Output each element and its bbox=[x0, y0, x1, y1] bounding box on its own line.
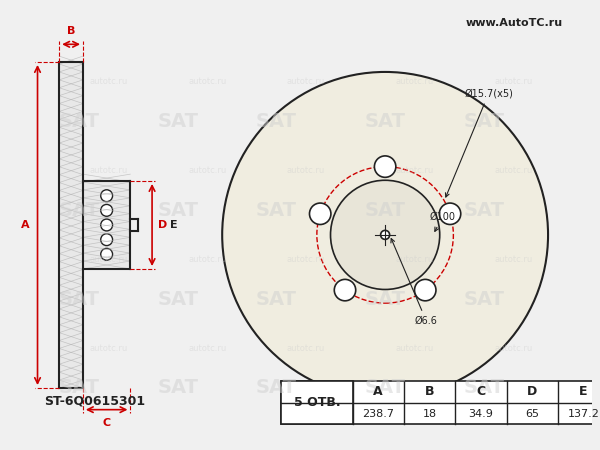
Text: autotc.ru: autotc.ru bbox=[287, 166, 325, 175]
Text: SAT: SAT bbox=[157, 289, 198, 309]
Text: autotc.ru: autotc.ru bbox=[395, 255, 434, 264]
Text: SAT: SAT bbox=[58, 201, 100, 220]
Text: autotc.ru: autotc.ru bbox=[89, 166, 128, 175]
Text: SAT: SAT bbox=[463, 378, 505, 397]
Circle shape bbox=[222, 72, 548, 398]
Text: SAT: SAT bbox=[365, 378, 406, 397]
Circle shape bbox=[101, 248, 113, 260]
Text: SAT: SAT bbox=[58, 289, 100, 309]
Bar bbox=[281, 381, 353, 424]
Text: SAT: SAT bbox=[256, 201, 297, 220]
Text: autotc.ru: autotc.ru bbox=[188, 166, 226, 175]
Text: A: A bbox=[21, 220, 29, 230]
Text: SAT: SAT bbox=[365, 289, 406, 309]
Text: 34.9: 34.9 bbox=[469, 409, 493, 419]
Text: autotc.ru: autotc.ru bbox=[287, 255, 325, 264]
Text: Ø15.7(x5): Ø15.7(x5) bbox=[445, 89, 513, 197]
Text: SAT: SAT bbox=[463, 201, 505, 220]
Text: 137.2: 137.2 bbox=[568, 409, 599, 419]
Text: autotc.ru: autotc.ru bbox=[89, 77, 128, 86]
Text: Ø100: Ø100 bbox=[430, 212, 455, 231]
Circle shape bbox=[331, 180, 440, 289]
Text: 18: 18 bbox=[422, 409, 437, 419]
Text: SAT: SAT bbox=[58, 112, 100, 131]
Text: autotc.ru: autotc.ru bbox=[494, 344, 533, 353]
Text: D: D bbox=[527, 385, 538, 398]
Text: B: B bbox=[425, 385, 434, 398]
Text: SAT: SAT bbox=[365, 201, 406, 220]
Text: A: A bbox=[373, 385, 383, 398]
Text: SAT: SAT bbox=[256, 378, 297, 397]
Circle shape bbox=[310, 203, 331, 225]
Text: autotc.ru: autotc.ru bbox=[89, 344, 128, 353]
Text: D: D bbox=[158, 220, 167, 230]
Text: autotc.ru: autotc.ru bbox=[395, 344, 434, 353]
Text: autotc.ru: autotc.ru bbox=[89, 255, 128, 264]
Circle shape bbox=[101, 204, 113, 216]
Text: autotc.ru: autotc.ru bbox=[395, 77, 434, 86]
Text: SAT: SAT bbox=[157, 378, 198, 397]
Circle shape bbox=[380, 230, 389, 239]
Text: autotc.ru: autotc.ru bbox=[494, 166, 533, 175]
Text: www.AutoTC.ru: www.AutoTC.ru bbox=[466, 18, 563, 27]
Text: autotc.ru: autotc.ru bbox=[494, 77, 533, 86]
Text: SAT: SAT bbox=[365, 112, 406, 131]
Text: autotc.ru: autotc.ru bbox=[188, 344, 226, 353]
Text: SAT: SAT bbox=[463, 289, 505, 309]
Circle shape bbox=[415, 279, 436, 301]
Bar bbox=[83, 181, 130, 269]
Text: autotc.ru: autotc.ru bbox=[494, 255, 533, 264]
Text: autotc.ru: autotc.ru bbox=[287, 344, 325, 353]
Text: autotc.ru: autotc.ru bbox=[188, 77, 226, 86]
Text: B: B bbox=[67, 27, 75, 36]
Text: C: C bbox=[103, 418, 111, 428]
Text: ST-6Q0615301: ST-6Q0615301 bbox=[44, 395, 146, 408]
Circle shape bbox=[101, 219, 113, 231]
Text: autotc.ru: autotc.ru bbox=[287, 77, 325, 86]
Text: Ø6.6: Ø6.6 bbox=[391, 238, 437, 326]
Bar bbox=[59, 62, 83, 388]
Text: C: C bbox=[476, 385, 485, 398]
Text: SAT: SAT bbox=[157, 201, 198, 220]
Circle shape bbox=[101, 190, 113, 202]
Text: SAT: SAT bbox=[58, 378, 100, 397]
Circle shape bbox=[334, 279, 356, 301]
Text: E: E bbox=[580, 385, 588, 398]
Text: SAT: SAT bbox=[256, 289, 297, 309]
Circle shape bbox=[101, 234, 113, 246]
Circle shape bbox=[439, 203, 461, 225]
Text: SAT: SAT bbox=[463, 112, 505, 131]
Circle shape bbox=[374, 156, 396, 177]
Text: autotc.ru: autotc.ru bbox=[188, 255, 226, 264]
Text: 5 ОТВ.: 5 ОТВ. bbox=[293, 396, 340, 409]
Text: 65: 65 bbox=[525, 409, 539, 419]
Text: SAT: SAT bbox=[157, 112, 198, 131]
Text: autotc.ru: autotc.ru bbox=[395, 166, 434, 175]
Text: 238.7: 238.7 bbox=[362, 409, 394, 419]
Text: E: E bbox=[170, 220, 178, 230]
Text: SAT: SAT bbox=[256, 112, 297, 131]
Bar bbox=[281, 381, 600, 424]
